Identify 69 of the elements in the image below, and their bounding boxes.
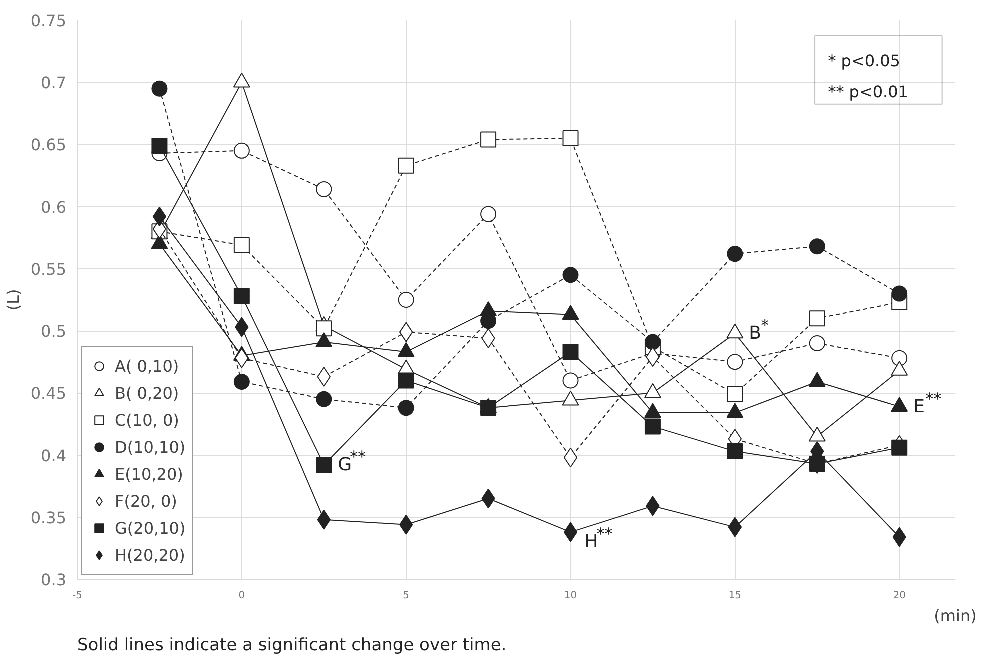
annotation: ** p<0.01 <box>828 82 908 102</box>
point <box>809 238 826 255</box>
point <box>562 372 579 389</box>
annotation: G** <box>338 448 366 476</box>
x-axis-title: (min) <box>934 606 977 626</box>
legend-label: A( 0,10) <box>115 356 180 378</box>
text: Solid lines indicate a significant change over time. <box>78 636 507 656</box>
point <box>234 142 250 159</box>
y-tick-label: 0.75 <box>30 12 66 30</box>
y-tick-label: 0.5 <box>41 322 67 342</box>
annotation: B* <box>749 316 770 344</box>
legend-label: E(10,20) <box>115 464 184 486</box>
x-tick-label: -5 <box>72 590 82 602</box>
y-tick-label: 0.4 <box>41 446 67 466</box>
point <box>234 237 250 254</box>
point <box>892 440 908 456</box>
y-tick-label: 0.3 <box>41 570 67 590</box>
annotation: E** <box>914 389 942 418</box>
point <box>316 320 332 337</box>
y-axis-title: (L) <box>4 289 23 311</box>
point <box>727 354 744 370</box>
point <box>809 310 826 327</box>
point <box>564 448 578 468</box>
point <box>480 206 497 222</box>
y-tick-label: 0.55 <box>30 260 66 279</box>
point <box>398 372 414 389</box>
point <box>398 158 414 174</box>
point <box>480 400 497 416</box>
legend-label: B( 0,20) <box>115 382 180 404</box>
legend-label: H(20,20) <box>115 544 186 566</box>
legend-label: D(10,10) <box>115 436 186 458</box>
y-tick-label: 0.35 <box>30 508 66 528</box>
point <box>892 286 908 302</box>
point <box>809 335 826 352</box>
x-tick-label: 5 <box>403 590 410 602</box>
point <box>562 344 579 360</box>
point <box>728 517 742 538</box>
point <box>316 391 332 408</box>
y-tick-label: 0.65 <box>30 136 66 155</box>
point <box>562 130 579 147</box>
x-tick-label: 0 <box>238 590 246 602</box>
point <box>727 246 744 262</box>
x-tick-label: 10 <box>564 590 578 602</box>
point <box>316 457 332 474</box>
legend-label: F(20, 0) <box>115 490 178 512</box>
annotation: H** <box>584 524 613 553</box>
point <box>234 374 250 390</box>
point <box>152 206 167 227</box>
x-tick-label: 15 <box>728 590 742 602</box>
legend-label: G(20,10) <box>115 518 186 540</box>
y-tick-label: 0.7 <box>41 74 67 93</box>
legend-label: C(10, 0) <box>115 410 180 432</box>
point <box>152 80 168 97</box>
point <box>316 181 332 198</box>
point <box>727 386 744 402</box>
point <box>480 132 497 148</box>
point <box>562 267 579 284</box>
point <box>644 418 661 435</box>
point <box>644 334 661 350</box>
point <box>727 444 744 460</box>
point <box>564 522 578 542</box>
y-tick-label: 0.6 <box>41 198 67 217</box>
annotation: * p<0.05 <box>828 51 900 70</box>
point <box>398 292 414 308</box>
point <box>152 138 168 154</box>
x-tick-label: 20 <box>893 590 906 602</box>
point <box>398 400 414 416</box>
y-tick-label: 0.45 <box>30 384 66 404</box>
point <box>234 288 250 304</box>
